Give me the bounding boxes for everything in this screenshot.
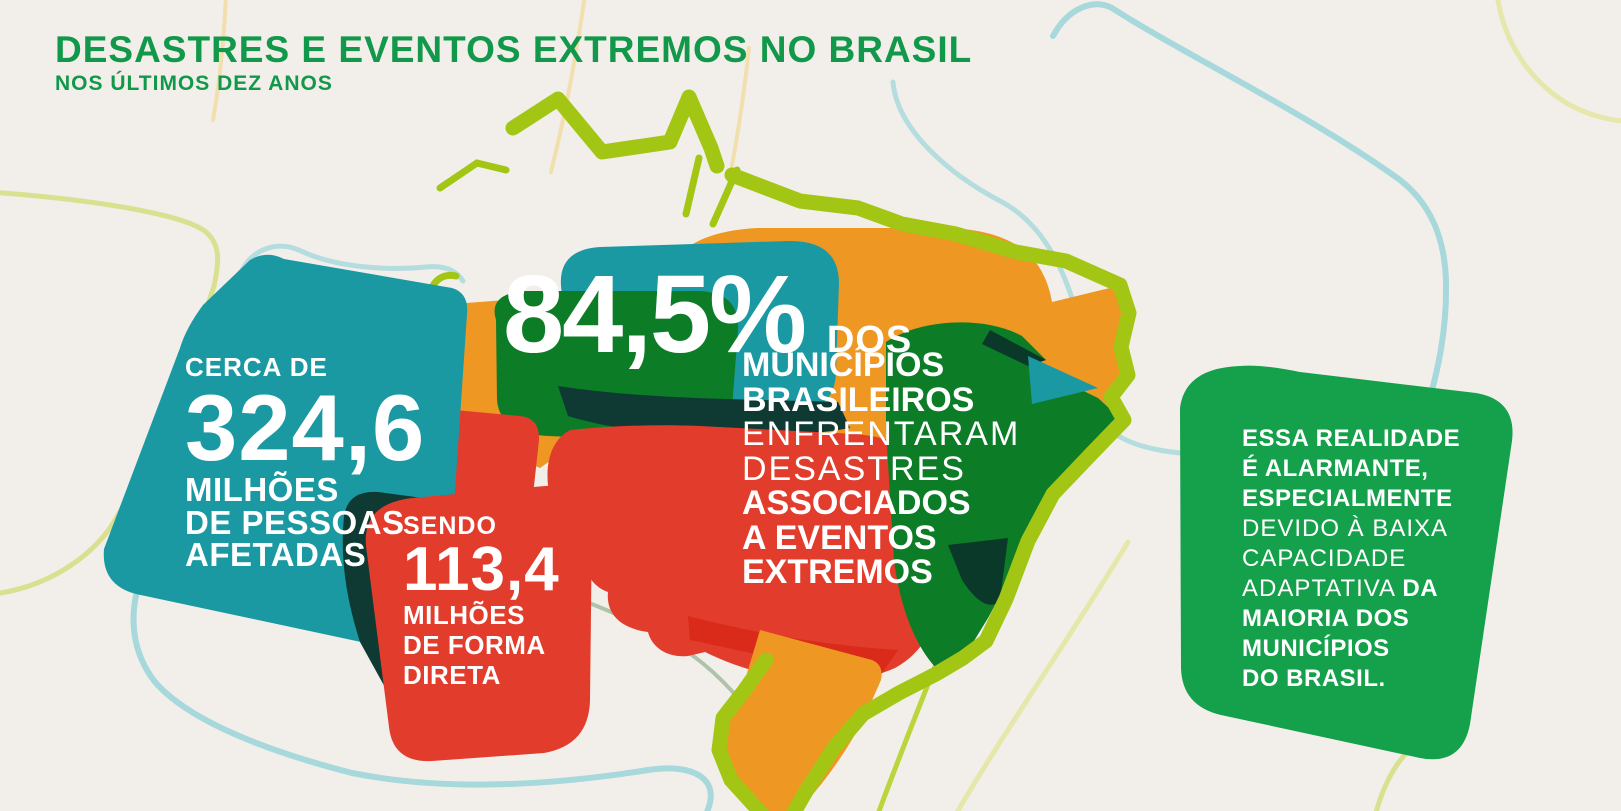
- stat-municipalities-text: MUNICÍPIOS BRASILEIROS ENFRENTARAM DESAS…: [742, 348, 1020, 590]
- map-outline-hook: [436, 159, 510, 192]
- callout-line-3: ESPECIALMENTE: [1242, 485, 1453, 512]
- blue-curve-over-teal-blob: [237, 243, 466, 284]
- stat-direct-intro: SENDO: [403, 512, 497, 540]
- stat-municipalities-line-4: DESASTRES: [742, 449, 966, 488]
- callout-line-1: ESSA REALIDADE: [1242, 425, 1461, 452]
- map-outline-north-coast: [505, 89, 1137, 811]
- page-title: DESASTRES E EVENTOS EXTREMOS NO BRASIL N…: [55, 30, 972, 97]
- callout-line-6-bold: DA: [1402, 575, 1439, 602]
- callout-line-6-light: ADAPTATIVA: [1242, 575, 1403, 602]
- beige-curve-1: [211, 0, 228, 122]
- callout-line-2: É ALARMANTE,: [1242, 455, 1429, 482]
- stat-direct-line-2: DE FORMA: [403, 630, 546, 660]
- stat-affected-line-3: AFETADAS: [185, 536, 367, 573]
- pale-curve-topright: [1495, 0, 1621, 124]
- stat-municipalities-headline: 84,5% DOS: [503, 260, 1063, 370]
- callout-line-4: DEVIDO À BAIXA: [1242, 515, 1449, 542]
- callout-line-8: MUNICÍPIOS: [1242, 635, 1390, 662]
- stat-municipalities-line-6: A EVENTOS: [742, 518, 937, 557]
- map-region-teal-triangle-coast: [1028, 356, 1098, 404]
- stat-affected-intro: CERCA DE: [185, 352, 328, 382]
- title-line-1: DESASTRES E EVENTOS EXTREMOS NO BRASIL: [55, 29, 973, 70]
- stat-affected-line-1: MILHÕES: [185, 471, 339, 508]
- stat-people-affected: CERCA DE 324,6 MILHÕES DE PESSOAS AFETAD…: [185, 352, 485, 572]
- blue-curve-bottomleft: [130, 570, 714, 811]
- map-outline-spike-1: [682, 154, 703, 218]
- map-region-green-northeast: [886, 322, 1122, 670]
- stat-municipalities-line-5: ASSOCIADOS: [742, 484, 971, 522]
- stat-municipalities-line-3: ENFRENTARAM: [742, 415, 1021, 453]
- map-outline-south-west: [711, 652, 774, 811]
- callout-line-5: CAPACIDADE: [1242, 545, 1407, 572]
- stat-direct-value: 113,4: [403, 535, 560, 604]
- callout-alarming-reality: ESSA REALIDADE É ALARMANTE, ESPECIALMENT…: [1242, 424, 1522, 694]
- stat-municipalities-value: 84,5%: [503, 253, 807, 376]
- stat-municipalities-line-1: MUNICÍPIOS: [742, 346, 945, 384]
- callout-line-9: DO BRASIL.: [1242, 665, 1386, 692]
- map-region-red-west: [434, 410, 540, 508]
- brazil-map: [424, 89, 1137, 811]
- stat-directly-affected: SENDO 113,4 MILHÕES DE FORMA DIRETA: [403, 512, 623, 690]
- callout-line-7: MAIORIA DOS: [1242, 605, 1410, 632]
- stat-municipalities-line-2: BRASILEIROS: [742, 380, 975, 419]
- stat-municipalities: 84,5% DOS MUNICÍPIOS BRASILEIROS ENFRENT…: [503, 248, 1063, 590]
- stat-municipalities-line-7: EXTREMOS: [742, 553, 933, 591]
- stat-affected-line-2: DE PESSOAS: [185, 503, 405, 541]
- stat-municipalities-suffix: DOS: [826, 319, 913, 361]
- pale-diagonal-bottom: [954, 539, 1131, 811]
- callout-box-bg: [1180, 365, 1513, 760]
- beige-curve-2: [549, 0, 587, 174]
- blue-arc-topright: [1050, 1, 1450, 401]
- stat-blob-direct-bg: [365, 485, 592, 762]
- map-region-dark-green-tip: [948, 538, 1008, 605]
- stat-direct-line-1: MILHÕES: [403, 600, 525, 630]
- title-line-2: NOS ÚLTIMOS DEZ ANOS: [55, 72, 333, 95]
- map-region-red-center: [547, 425, 946, 682]
- map-region-dark-seam: [558, 386, 850, 438]
- stat-affected-value: 324,6: [185, 375, 426, 480]
- callout-line-6: ADAPTATIVA DA: [1242, 574, 1522, 604]
- stat-direct-line-3: DIRETA: [403, 660, 501, 690]
